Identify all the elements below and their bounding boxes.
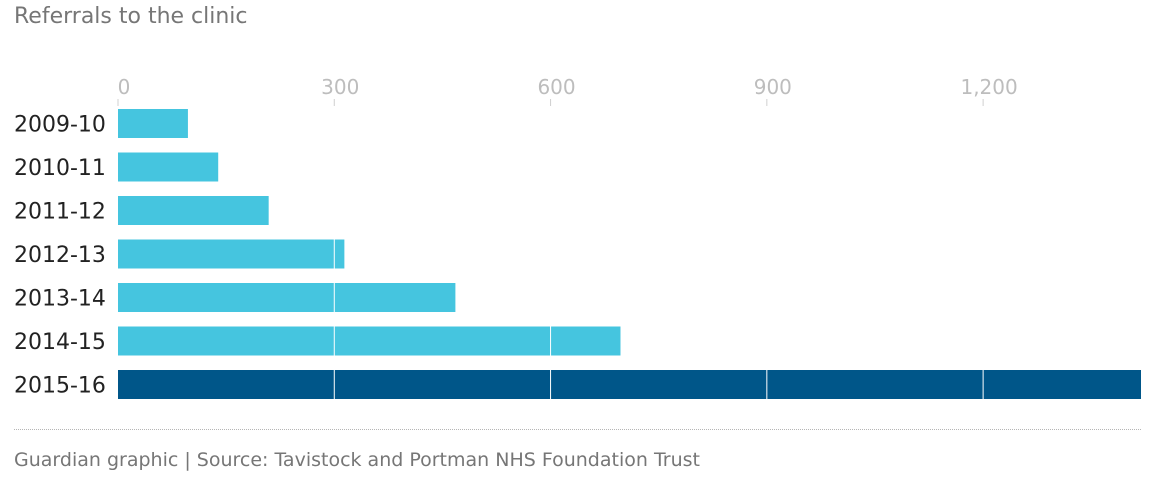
bar-2014-15: [118, 326, 621, 356]
bar-2009-10: [118, 109, 188, 138]
x-tick-label: 600: [537, 75, 575, 99]
bar-chart: 0 300 600 900 1,200 2009-10 2010-11 2011-12 2012…: [14, 75, 1141, 399]
category-label: 2015-16: [14, 374, 106, 399]
category-label: 2013-14: [14, 287, 106, 312]
x-tick-label: 900: [754, 75, 792, 99]
category-label: 2009-10: [14, 113, 106, 138]
bar-2015-16: [118, 370, 1141, 399]
bar-2011-12: [118, 196, 269, 225]
x-tick-label: 0: [118, 75, 131, 99]
source-note: Guardian graphic | Source: Tavistock and…: [14, 449, 700, 471]
category-label: 2014-15: [14, 330, 106, 355]
bar-2010-11: [118, 152, 219, 182]
bar-2012-13: [118, 239, 345, 269]
bar-2013-14: [118, 283, 456, 312]
category-label: 2012-13: [14, 243, 106, 268]
footer-divider: [14, 429, 1141, 430]
chart-title: Referrals to the clinic: [14, 4, 248, 29]
category-label: 2011-12: [14, 200, 106, 225]
x-tick-label: 1,200: [960, 75, 1017, 99]
category-label: 2010-11: [14, 156, 106, 181]
x-tick-label: 300: [321, 75, 359, 99]
